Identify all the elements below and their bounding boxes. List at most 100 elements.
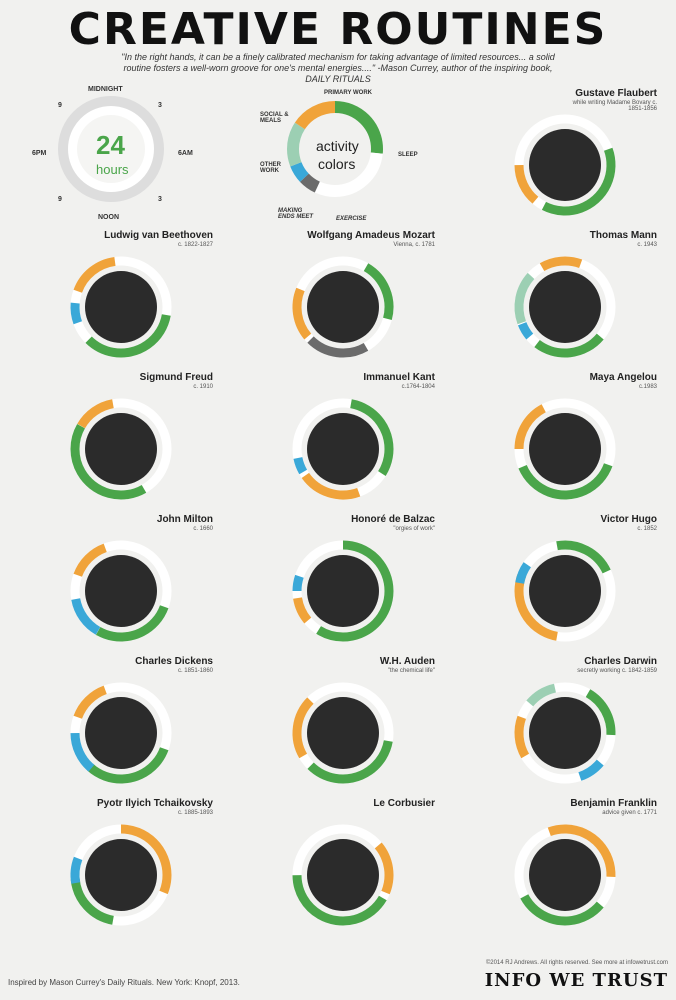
clock-dial [58, 96, 164, 202]
clock-6am: 6AM [178, 150, 193, 157]
legend-ring [287, 101, 383, 197]
intro-quote: "In the right hands, it can be a finely … [121, 52, 555, 84]
person-name: Thomas Mann [589, 230, 657, 241]
person-angelou: Maya Angelou c.1983 [452, 370, 663, 510]
person-mann: Thomas Mann c. 1943 [452, 228, 663, 368]
person-sub: c. 1851-1860 [177, 668, 213, 674]
routine-ring [292, 540, 394, 642]
person-balzac: Honoré de Balzac "orgies of work" [230, 512, 441, 652]
routine-ring [514, 824, 616, 926]
portrait-photo [307, 413, 379, 485]
person-sub: Vienna, c. 1781 [393, 242, 435, 248]
footer-copyright: ©2014 RJ Andrews. All rights reserved. S… [485, 960, 668, 966]
routine-ring [70, 256, 172, 358]
legend-making: MAKING ENDS MEET [278, 208, 314, 220]
person-name: Charles Darwin [584, 656, 657, 667]
person-auden: W.H. Auden "the chemical life" [230, 654, 441, 794]
portrait-photo [529, 129, 601, 201]
person-sub: while writing Madame Bovary c. 1851-1856 [572, 100, 657, 112]
clock-3-top: 3 [158, 102, 162, 109]
portrait-photo [85, 839, 157, 911]
portrait-photo [529, 271, 601, 343]
legend-social: SOCIAL & MEALS [260, 112, 289, 124]
person-sub: "orgies of work" [393, 526, 435, 532]
person-name: Victor Hugo [600, 514, 657, 525]
person-sub: c. 1852 [637, 526, 657, 532]
person-franklin: Benjamin Franklin advice given c. 1771 [452, 796, 663, 936]
person-milton: John Milton c. 1660 [8, 512, 219, 652]
person-name: Maya Angelou [589, 372, 657, 383]
routine-ring [514, 540, 616, 642]
clock-9-top: 9 [58, 102, 62, 109]
clock-key: MIDNIGHT NOON 6PM 6AM 9 3 9 3 24 hours [8, 86, 219, 226]
person-le-corbusier: Le Corbusier [230, 796, 441, 936]
portrait-photo [529, 839, 601, 911]
portrait-photo [529, 555, 601, 627]
routine-ring [292, 256, 394, 358]
person-hugo: Victor Hugo c. 1852 [452, 512, 663, 652]
person-name: W.H. Auden [379, 656, 435, 667]
routine-ring [292, 824, 394, 926]
routine-ring [514, 256, 616, 358]
person-name: Charles Dickens [135, 656, 213, 667]
clock-center-number: 24 [96, 130, 125, 160]
clock-6pm: 6PM [32, 150, 47, 157]
legend-exercise: EXERCISE [336, 216, 367, 222]
person-tchaikovsky: Pyotr Ilyich Tchaikovsky c. 1885-1893 [8, 796, 219, 936]
person-name: Sigmund Freud [139, 372, 213, 383]
page-title: CREATIVE ROUTINES [68, 4, 608, 55]
portrait-photo [85, 413, 157, 485]
person-name: Honoré de Balzac [351, 514, 435, 525]
portrait-photo [307, 839, 379, 911]
routine-ring [70, 682, 172, 784]
legend-sleep: SLEEP [398, 152, 418, 158]
person-name: John Milton [156, 514, 213, 525]
person-flaubert: Gustave Flaubert while writing Madame Bo… [452, 86, 663, 226]
person-sub: c. 1822-1827 [177, 242, 213, 248]
clock-3-bottom: 3 [158, 196, 162, 203]
activity-legend: activity colors PRIMARY WORK SLEEP SOCIA… [230, 86, 441, 226]
portrait-photo [85, 271, 157, 343]
person-name: Immanuel Kant [363, 372, 435, 383]
person-sub: c. 1660 [193, 526, 213, 532]
person-sub: c. 1885-1893 [177, 810, 213, 816]
portrait-photo [529, 697, 601, 769]
portrait-photo [529, 413, 601, 485]
person-name: Gustave Flaubert [575, 88, 657, 99]
person-sub: secretly working c. 1842-1859 [577, 668, 657, 674]
routine-ring [292, 398, 394, 500]
portrait-photo [307, 697, 379, 769]
portrait-photo [85, 555, 157, 627]
person-name: Le Corbusier [373, 798, 435, 809]
clock-midnight: MIDNIGHT [88, 86, 123, 93]
person-sub: advice given c. 1771 [602, 810, 657, 816]
person-name: Ludwig van Beethoven [104, 230, 213, 241]
person-sub: c.1983 [638, 384, 657, 390]
person-mozart: Wolfgang Amadeus Mozart Vienna, c. 1781 [230, 228, 441, 368]
brand-logo: INFO WE TRUST [484, 970, 668, 991]
routine-ring [70, 540, 172, 642]
clock-noon: NOON [98, 214, 119, 221]
portrait-photo [85, 697, 157, 769]
legend-center-1: activity [316, 138, 359, 154]
person-sub: c. 1943 [637, 242, 657, 248]
routine-ring [514, 682, 616, 784]
clock-center-label: hours [96, 162, 129, 177]
portrait-photo [307, 271, 379, 343]
person-name: Pyotr Ilyich Tchaikovsky [97, 798, 213, 809]
person-sub: "the chemical life" [387, 668, 435, 674]
person-darwin: Charles Darwin secretly working c. 1842-… [452, 654, 663, 794]
person-kant: Immanuel Kant c.1764-1804 [230, 370, 441, 510]
legend-primary: PRIMARY WORK [324, 90, 372, 96]
person-dickens: Charles Dickens c. 1851-1860 [8, 654, 219, 794]
legend-other: OTHER WORK [260, 162, 281, 174]
routine-ring [70, 398, 172, 500]
portrait-photo [307, 555, 379, 627]
person-name: Wolfgang Amadeus Mozart [307, 230, 435, 241]
legend-center-2: colors [318, 156, 356, 172]
routine-ring [70, 824, 172, 926]
clock-9-bottom: 9 [58, 196, 62, 203]
footer-credit: Inspired by Mason Currey's Daily Rituals… [8, 978, 240, 987]
person-sub: c. 1910 [193, 384, 213, 390]
routine-ring [514, 398, 616, 500]
